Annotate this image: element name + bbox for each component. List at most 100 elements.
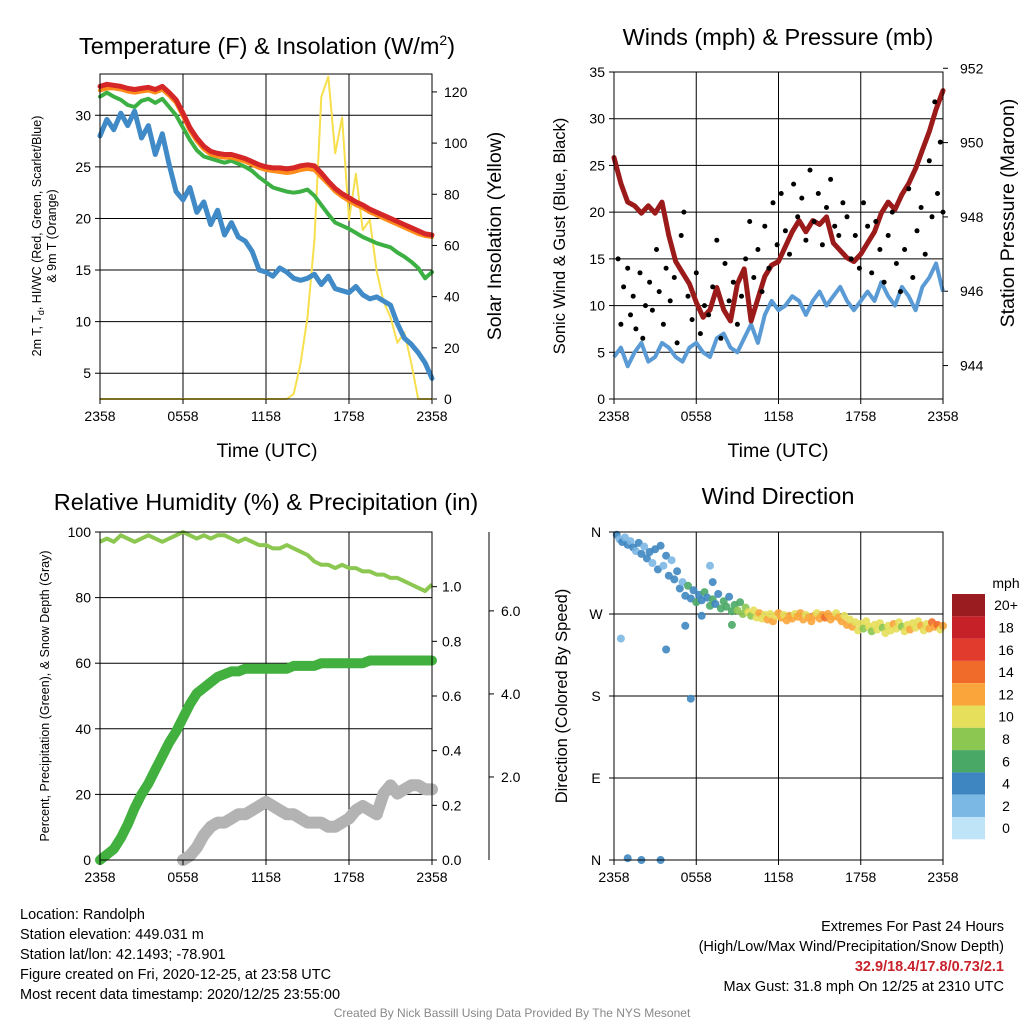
direction-point	[681, 621, 690, 630]
gust-point	[807, 167, 813, 173]
max-gust-text: Max Gust: 31.8 mph On 12/25 at 2310 UTC	[723, 979, 1004, 995]
winds-y-right-tick-label: 950	[960, 135, 984, 151]
precip-y-tick-label: 0.4	[442, 743, 462, 759]
winds-y-left-tick-label: 10	[589, 298, 605, 314]
humidity-y-left-tick-label: 60	[75, 655, 91, 671]
gust-point	[799, 195, 805, 201]
gust-point	[618, 321, 624, 327]
gust-point	[840, 200, 846, 206]
extremes-values: 32.9/18.4/17.8/0.73/2.1	[854, 959, 1004, 975]
chart-2-x-tick-label: 2358	[84, 869, 115, 885]
winds-y-right-tick-label: 946	[960, 283, 984, 299]
colorbar-swatch	[952, 727, 985, 751]
direction-point	[689, 586, 698, 595]
latlon-text: Station lat/lon: 42.1493; -78.901	[20, 947, 226, 963]
gust-point	[706, 312, 712, 318]
gust-point	[877, 247, 883, 252]
gust-point	[722, 261, 728, 266]
gust-point	[710, 284, 716, 290]
winds-y-left-tick-label: 20	[589, 204, 605, 220]
temperature-title-exponent: 2	[439, 32, 447, 48]
chart-1-x-tick-label: 0558	[681, 408, 712, 424]
precip-y-tick-label: 1.0	[442, 579, 462, 595]
gust-point	[795, 214, 801, 220]
colorbar-label: 6	[1002, 753, 1010, 769]
temperature-y-right-tick-label: 0	[444, 391, 452, 407]
chart-1-x-tick-label: 1158	[763, 408, 793, 424]
gust-point	[702, 303, 707, 309]
gust-point	[663, 265, 669, 271]
colorbar-swatch	[952, 705, 985, 728]
chart-3-x-tick-label: 0558	[681, 869, 712, 885]
gust-point	[730, 279, 736, 285]
colorbar-label: 16	[998, 642, 1014, 658]
gust-point	[751, 275, 757, 280]
temperature-y-right-tick-label: 80	[444, 186, 460, 202]
colorbar-label: 4	[1002, 776, 1010, 792]
direction-point	[637, 549, 646, 558]
series-line-hi-wc	[97, 108, 435, 381]
station-info: Location: Randolph Station elevation: 44…	[20, 905, 340, 1005]
wind-direction-panel-title: Wind Direction	[702, 483, 855, 509]
gust-point	[844, 214, 850, 220]
winds-y-right-tick-label: 944	[960, 358, 984, 374]
gust-point	[889, 209, 895, 215]
gust-point	[747, 219, 753, 224]
colorbar-swatch	[952, 794, 985, 817]
temperature-title-main: Temperature (F) & Insolation (W/m	[79, 33, 439, 59]
gust-point	[726, 298, 732, 304]
direction-point	[667, 556, 676, 565]
gust-point	[852, 233, 858, 238]
series-line-precipitation	[95, 655, 437, 865]
gust-point	[824, 205, 829, 210]
direction-point	[736, 598, 745, 607]
series-line-td	[98, 90, 434, 281]
ylabel-2m-t: 2m T, T	[30, 315, 44, 357]
temperature-xlabel: Time (UTC)	[216, 440, 317, 462]
gust-point	[932, 99, 938, 105]
temperature-y-right-tick-label: 40	[444, 289, 460, 305]
gust-point	[906, 186, 912, 192]
gust-point	[615, 256, 621, 262]
humidity-y-left-tick-label: 0	[83, 852, 91, 868]
temperature-y-left-tick-label: 10	[75, 314, 91, 330]
series-line-snow-depth	[177, 779, 438, 866]
humidity-ylabel-left: Percent, Precipitation (Green), & Snow D…	[38, 550, 52, 841]
gust-point	[811, 219, 817, 224]
winds-y-left-tick-label: 5	[597, 344, 605, 360]
gust-point	[625, 265, 631, 271]
direction-point	[722, 602, 731, 611]
winds-panel-title: Winds (mph) & Pressure (mb)	[623, 24, 934, 50]
direction-point	[642, 554, 651, 563]
direction-y-tick-label: N	[591, 852, 601, 868]
gust-point	[819, 242, 825, 248]
humidity-y-left-tick-label: 20	[75, 786, 91, 802]
series-line-station-pressure	[611, 88, 946, 324]
gust-point	[671, 275, 677, 280]
gust-point	[935, 191, 940, 196]
temperature-y-right-tick-label: 120	[444, 84, 468, 100]
direction-point	[686, 694, 695, 703]
created-text: Figure created on Fri, 2020-12-25, at 23…	[20, 967, 332, 983]
chart-2-x-tick-label: 1758	[333, 869, 364, 885]
winds-y-left-tick-label: 30	[589, 111, 605, 127]
gust-point	[770, 200, 776, 206]
gust-point	[766, 265, 772, 271]
direction-point	[670, 575, 679, 584]
gust-point	[734, 321, 740, 327]
gust-point	[873, 219, 879, 224]
gust-point	[803, 237, 809, 243]
chart-0-x-tick-label: 2358	[416, 408, 447, 424]
gust-point	[848, 256, 854, 262]
direction-point	[714, 590, 723, 598]
wind-direction-ylabel: Direction (Colored By Speed)	[553, 589, 571, 804]
gust-point	[743, 256, 749, 262]
temperature-y-right-tick-label: 100	[444, 135, 468, 151]
temperature-title-close: )	[447, 33, 455, 59]
gust-point	[929, 214, 935, 220]
direction-point	[727, 620, 736, 629]
chart-3-x-tick-label: 1758	[845, 869, 876, 885]
